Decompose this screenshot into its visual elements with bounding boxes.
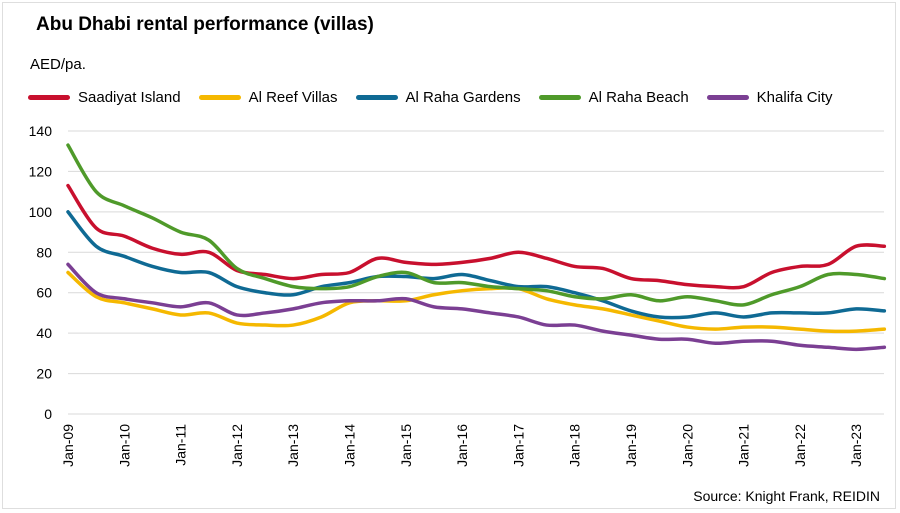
y-tick-label: 140: [29, 123, 53, 139]
series-lines: [66, 143, 887, 352]
series-line-al-raha-gardens: [66, 210, 887, 320]
legend-item-al-raha-gardens: Al Raha Gardens: [355, 89, 521, 106]
legend-item-khalifa-city: Khalifa City: [706, 89, 833, 106]
legend-label: Al Raha Gardens: [405, 89, 521, 106]
x-tick-label: Jan-22: [792, 424, 808, 467]
y-tick-label: 40: [36, 325, 52, 341]
legend-item-al-reef-villas: Al Reef Villas: [198, 89, 338, 106]
x-tick-label: Jan-11: [173, 424, 189, 466]
y-tick-label: 120: [29, 163, 53, 179]
legend-item-saadiyat-island: Saadiyat Island: [28, 89, 181, 106]
x-tick-label: Jan-16: [454, 424, 470, 467]
x-tick-label: Jan-20: [679, 424, 695, 467]
x-tick-label: Jan-09: [60, 424, 76, 467]
chart-title: Abu Dhabi rental performance (villas): [36, 14, 374, 35]
x-tick-label: Jan-19: [623, 424, 639, 467]
legend-swatch: [355, 95, 398, 100]
y-tick-label: 60: [36, 285, 52, 301]
y-axis-ticks: 0 20 40 60 80 100 120 140: [29, 123, 53, 422]
source-note: Source: Knight Frank, REIDIN: [693, 488, 880, 504]
x-tick-label: Jan-18: [567, 424, 583, 467]
y-tick-label: 0: [44, 406, 52, 422]
series-line-khalifa-city: [66, 262, 887, 352]
series-line-al-reef-villas: [66, 270, 887, 334]
y-tick-label: 20: [36, 366, 52, 382]
legend-item-al-raha-beach: Al Raha Beach: [538, 89, 689, 106]
x-tick-label: Jan-10: [116, 424, 132, 467]
x-tick-label: Jan-21: [736, 424, 752, 467]
y-axis-unit-label: AED/pa.: [30, 56, 86, 73]
legend-swatch: [28, 95, 70, 100]
x-tick-label: Jan-13: [285, 424, 301, 467]
legend-label: Al Reef Villas: [248, 89, 338, 106]
legend-swatch: [706, 95, 749, 100]
x-tick-label: Jan-15: [398, 424, 414, 467]
series-line-al-raha-beach: [66, 143, 887, 307]
y-tick-label: 100: [29, 204, 53, 220]
legend-swatch: [198, 95, 241, 100]
x-tick-label: Jan-14: [342, 424, 358, 467]
legend-label: Saadiyat Island: [78, 89, 181, 106]
legend-label: Al Raha Beach: [588, 89, 689, 106]
legend-swatch: [538, 95, 581, 100]
x-axis-ticks: Jan-09 Jan-10 Jan-11 Jan-12 Jan-13 Jan-14 Jan-…: [60, 424, 864, 467]
series-line-saadiyat-island: [66, 183, 887, 290]
legend-label: Khalifa City: [756, 89, 833, 106]
x-tick-label: Jan-17: [510, 424, 526, 467]
y-tick-label: 80: [36, 244, 52, 260]
x-tick-label: Jan-23: [848, 424, 864, 467]
x-tick-label: Jan-12: [229, 424, 245, 467]
chart-legend: Saadiyat Island Al Reef Villas Al Raha G…: [28, 89, 851, 106]
